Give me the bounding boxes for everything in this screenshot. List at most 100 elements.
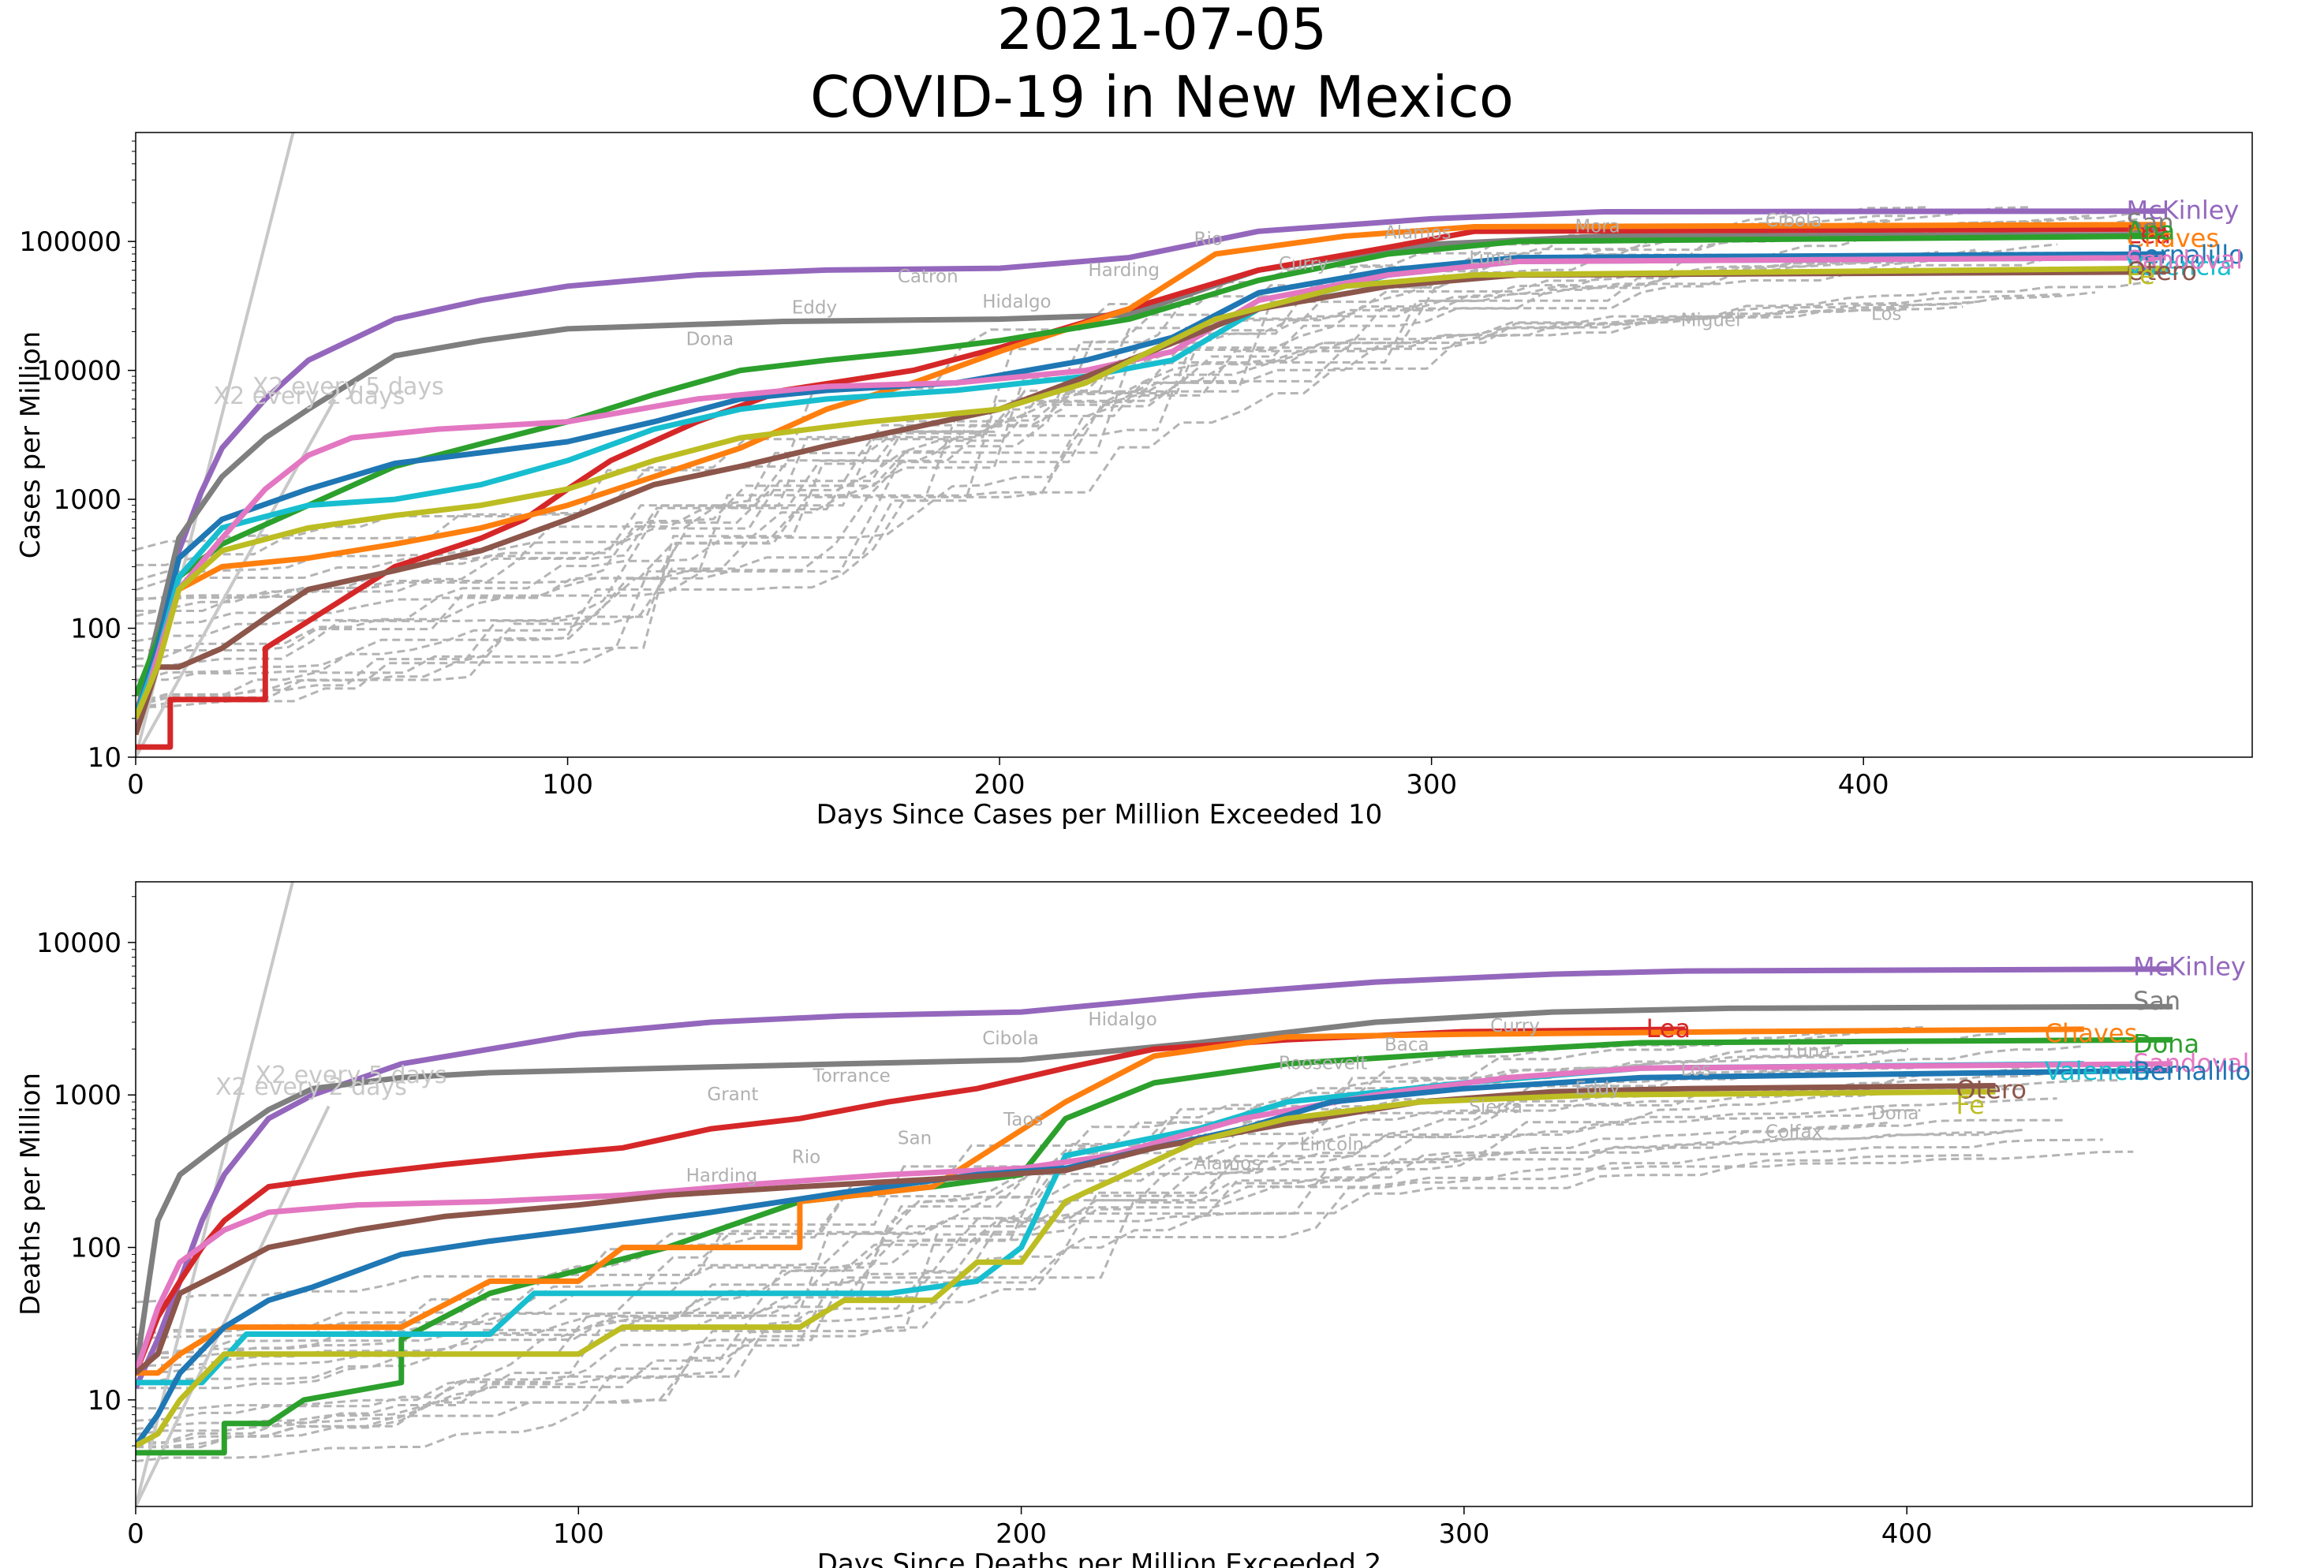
- deaths-county-label: Eddy: [1575, 1078, 1620, 1099]
- deaths-county-label: Alamos: [1194, 1153, 1261, 1174]
- deaths-series-dona: [136, 1036, 2173, 1456]
- deaths-county-label: Roosevelt: [1279, 1054, 1367, 1074]
- cases-series-lea: [136, 226, 2166, 750]
- deaths-series-bernalillo: [136, 1067, 2173, 1448]
- cases-county-trace: [136, 293, 2062, 600]
- deaths-county-trace: [136, 1079, 2123, 1448]
- deaths-series-mckinley: [136, 966, 2173, 1390]
- deaths-county-trace: [136, 1121, 1892, 1435]
- deaths-county-trace: [136, 1029, 1874, 1444]
- deaths-county-label: Lincoln: [1300, 1135, 1364, 1155]
- deaths-series-sandoval: [136, 1061, 2173, 1374]
- deaths-ref-label: X2 every 5 days: [256, 1062, 447, 1089]
- cases-county-trace: [136, 250, 1939, 709]
- cases-county-label: Miguel: [1681, 311, 1741, 331]
- cases-county-label: Dona: [686, 329, 734, 349]
- cases-county-trace: [136, 304, 1915, 602]
- deaths-county-trace: [136, 1109, 1921, 1387]
- cases-county-trace: [136, 218, 2140, 612]
- cases-label-lea: Lea: [2126, 219, 2171, 249]
- cases-label-ana: Ana: [2126, 215, 2175, 245]
- cases-series-sandoval: [136, 255, 2166, 736]
- cases-county-label: Luna: [1469, 248, 1513, 268]
- deaths-county-label: Cibola: [982, 1029, 1039, 1049]
- cases-series-mckinley: [136, 208, 2166, 735]
- deaths-xtick-label: 400: [1881, 1518, 1933, 1550]
- cases-xtick-label: 0: [127, 769, 144, 801]
- deaths-ytick-label: 1000: [53, 1080, 121, 1111]
- cases-ylabel: Cases per Million: [15, 331, 47, 559]
- cases-county-trace: [136, 300, 1981, 682]
- cases-ytick-label: 1000: [53, 484, 121, 516]
- deaths-plot-area: [136, 882, 2173, 1506]
- deaths-label-chaves: Chaves: [2045, 1018, 2138, 1048]
- cases-county-trace: [136, 206, 1928, 705]
- deaths-county-label: Colfax: [1765, 1122, 1822, 1143]
- deaths-label-dona: Dona: [2133, 1029, 2199, 1058]
- deaths-county-label: Grant: [707, 1085, 758, 1105]
- cases-xtick-label: 200: [974, 769, 1026, 801]
- deaths-series-valencia: [136, 1061, 2084, 1386]
- deaths-label-valencia: Valencia: [2045, 1056, 2150, 1086]
- cases-county-label: Curry: [1279, 254, 1328, 274]
- deaths-series-san: [136, 1003, 2173, 1374]
- deaths-axes-frame: [135, 881, 2253, 1507]
- deaths-county-trace: [136, 1150, 2134, 1422]
- deaths-county-label: Torrance: [813, 1066, 891, 1086]
- deaths-xtick-label: 300: [1438, 1518, 1489, 1550]
- cases-county-label: Alamos: [1384, 223, 1452, 244]
- cases-ytick-label: 10: [88, 742, 121, 774]
- deaths-ylabel: Deaths per Million: [15, 1073, 47, 1316]
- deaths-county-label: Luna: [1787, 1041, 1831, 1062]
- cases-ref-label: X2 every 5 days: [252, 373, 444, 401]
- deaths-ref-label: X2 every 2 days: [215, 1073, 407, 1101]
- deaths-label-bernalillo: Bernalillo: [2133, 1056, 2251, 1086]
- cases-county-label: Harding: [1088, 260, 1160, 281]
- deaths-county-trace: [136, 1032, 2009, 1409]
- cases-ref-label: X2 every 2 days: [214, 383, 405, 410]
- cases-county-trace: [136, 252, 2061, 551]
- deaths-county-label: Los: [1681, 1060, 1711, 1081]
- deaths-county-trace: [136, 1097, 2057, 1373]
- deaths-xtick-label: 200: [996, 1518, 1047, 1550]
- cases-label-chaves: Chaves: [2126, 223, 2219, 253]
- cases-county-label: Cibola: [1765, 211, 1822, 231]
- cases-county-label: Los: [1871, 304, 1901, 325]
- cases-series-fe: [136, 265, 2166, 720]
- deaths-series-chaves: [136, 1026, 2084, 1376]
- deaths-series-fe: [136, 1088, 1996, 1449]
- cases-ytick-label: 100000: [19, 226, 121, 258]
- cases-county-trace: [136, 255, 1981, 681]
- cases-xlabel: Days Since Cases per Million Exceeded 10: [816, 799, 1383, 831]
- deaths-ytick-label: 10: [88, 1385, 121, 1417]
- title-main: COVID-19 in New Mexico: [810, 64, 1514, 130]
- cases-series-bernalillo: [136, 251, 2166, 719]
- cases-series-chaves: [136, 222, 2166, 736]
- cases-label-mckinley: McKinley: [2126, 196, 2239, 226]
- deaths-county-label: San: [898, 1129, 932, 1149]
- deaths-county-trace: [136, 1129, 2024, 1368]
- cases-label-san: San: [2126, 207, 2173, 237]
- deaths-xtick-label: 100: [553, 1518, 604, 1550]
- deaths-label-san: San: [2133, 986, 2180, 1016]
- cases-label-valencia: Valencia: [2126, 252, 2232, 282]
- cases-axes-frame: [135, 132, 2253, 758]
- deaths-county-label: Sierra: [1469, 1097, 1523, 1118]
- cases-xtick-label: 400: [1838, 769, 1889, 801]
- title-date: 2021-07-05: [997, 0, 1327, 62]
- cases-county-label: Catron: [898, 267, 958, 287]
- cases-county-trace: [136, 305, 1963, 582]
- deaths-county-label: Rio: [792, 1147, 820, 1167]
- cases-xtick-label: 100: [542, 769, 593, 801]
- deaths-label-fe: Fe: [1956, 1090, 1984, 1120]
- cases-ytick-label: 10000: [36, 356, 121, 387]
- cases-county-label: Eddy: [792, 298, 837, 319]
- deaths-xlabel: Days Since Deaths per Million Exceeded 2: [817, 1548, 1382, 1568]
- cases-ytick-label: 100: [70, 614, 121, 645]
- cases-county-trace: [136, 280, 2150, 643]
- cases-plot-area: [136, 133, 2166, 757]
- deaths-label-lea: Lea: [1646, 1014, 1691, 1043]
- deaths-county-trace: [136, 1045, 2081, 1449]
- deaths-label-sandoval: Sandoval: [2133, 1048, 2250, 1078]
